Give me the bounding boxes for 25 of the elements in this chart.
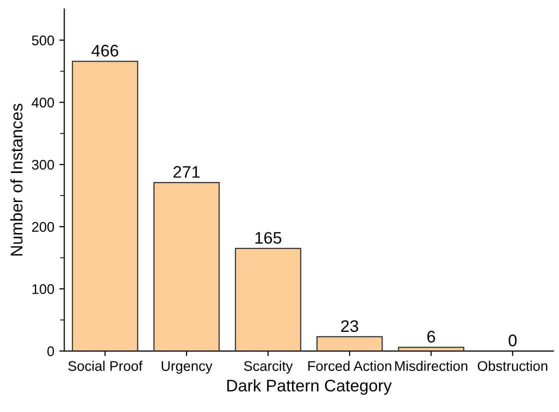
bar (398, 346, 464, 352)
x-tick-label: Scarcity (244, 360, 293, 374)
y-axis-title: Number of Instances (10, 104, 23, 256)
y-tick-label: 200 (32, 222, 54, 232)
x-tick-label: Urgency (162, 361, 212, 374)
y-tick-label: 300 (32, 160, 54, 170)
data-label: 271 (174, 166, 200, 178)
data-label: 0 (508, 334, 517, 346)
x-axis-title: Dark Pattern Category (227, 379, 392, 395)
x-tick-label: Social Proof (68, 360, 143, 371)
data-label: 6 (427, 330, 436, 343)
y-tick-label: 500 (32, 35, 54, 46)
y-tick-label: 400 (32, 98, 54, 108)
x-tick-label: Obstruction (478, 360, 548, 371)
data-label: 466 (92, 44, 118, 57)
bar (234, 248, 302, 352)
y-tick-label: 100 (32, 284, 54, 294)
y-tick-label: 0 (47, 346, 54, 356)
bar (72, 60, 138, 352)
bar (316, 336, 383, 352)
bar (153, 182, 220, 352)
data-label: 165 (255, 232, 282, 244)
x-tick-label: Forced Action (308, 360, 392, 371)
data-label: 23 (341, 320, 358, 332)
x-tick-label: Misdirection (395, 360, 468, 371)
